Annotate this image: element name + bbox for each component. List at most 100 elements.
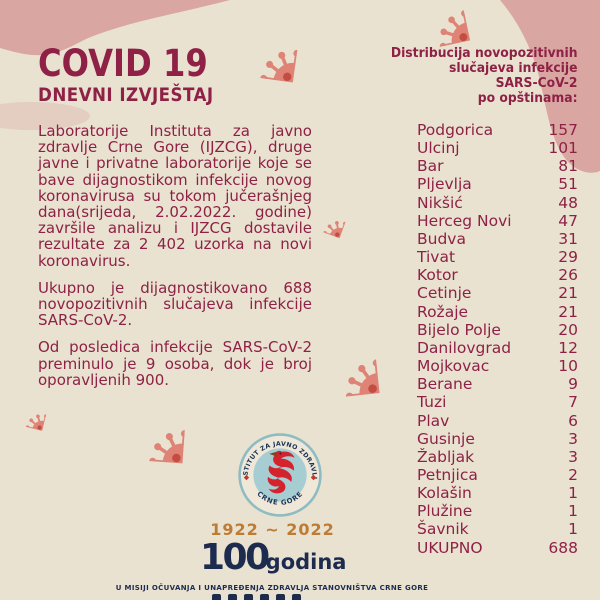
municipality-count: 157 [548,121,578,139]
municipality-row: Plav 6 [417,412,578,430]
municipality-row: Herceg Novi 47 [417,212,578,230]
centennial-number: 100 [200,537,270,578]
municipality-name: Tivat [417,248,456,267]
municipality-name: Plav [417,411,450,430]
municipality-count: 2 [568,465,578,484]
municipality-count: 7 [568,393,578,412]
social-icons-row [212,594,301,600]
municipality-row: Ulcinj 101 [417,139,578,157]
report-paragraph-3: Od posledica infekcije SARS-CoV-2 premin… [38,338,312,389]
distribution-heading-line: SARS-CoV-2 [496,76,578,91]
municipality-name: Rožaje [417,302,469,321]
municipality-row: Šavnik 1 [417,520,578,538]
municipality-count: 1 [568,484,578,503]
municipality-name: Budva [417,229,466,248]
municipality-name: Plužine [417,502,473,521]
logo-serpent-symbol [267,450,295,494]
municipality-count: 9 [568,375,578,394]
municipality-row: Žabljak 3 [417,448,578,466]
municipality-name: Gusinje [417,429,475,448]
municipality-count: 48 [558,193,578,212]
distribution-heading: Distribucija novopozitivnih slučajeva in… [391,46,578,106]
report-paragraph-2: Ukupno je dijagnostikovano 688 novopozit… [38,278,312,330]
municipality-count: 1 [568,502,578,521]
municipality-row: Nikšić 48 [417,194,578,212]
municipality-count: 3 [568,447,578,466]
municipality-row: Kolašin 1 [417,484,578,502]
municipality-name: Petnjica [417,465,478,484]
municipality-name: Nikšić [417,193,463,212]
social-icon [260,594,269,600]
municipality-list: Podgorica 157 Ulcinj 101 Bar 81 Pljevlja… [417,121,578,557]
municipality-count: 6 [568,411,578,430]
municipality-name: Danilovgrad [417,338,512,357]
municipality-count: 20 [558,320,578,339]
social-icon [244,594,253,600]
municipality-name: Cetinje [417,284,472,303]
municipality-row: Petnjica 2 [417,466,578,484]
municipality-row: Berane 9 [417,375,578,393]
centennial-years: 1922 ~ 2022 [210,520,335,539]
page-title: COVID 19 [38,42,208,85]
municipality-count: 3 [568,429,578,448]
municipality-row: Rožaje 21 [417,303,578,321]
distribution-heading-line: po opštinama: [478,91,578,106]
blob-top-right [500,0,600,173]
social-icon [212,594,221,600]
municipality-name: Ulcinj [417,139,460,158]
municipality-name: Pljevlja [417,175,472,194]
centennial-logo: 100godina [200,537,347,578]
municipality-count: 47 [558,211,578,230]
page-subtitle: DNEVNI IZVJEŠTAJ [38,84,214,106]
municipality-name: Herceg Novi [417,211,512,230]
social-icon [228,594,237,600]
municipality-name: Bar [417,157,444,176]
municipality-count: 101 [548,139,578,158]
virus-icon [223,3,302,82]
municipality-row: Plužine 1 [417,502,578,520]
municipality-row: Cetinje 21 [417,284,578,302]
municipality-row: Budva 31 [417,230,578,248]
municipality-row: Mojkovac 10 [417,357,578,375]
municipality-row: Pljevlja 51 [417,175,578,193]
report-text: Laboratorije Instituta za javno zdravlje… [38,123,312,399]
virus-icon [300,321,379,400]
municipality-count: 21 [558,284,578,303]
municipality-row: Gusinje 3 [417,430,578,448]
social-icon [276,594,285,600]
municipality-count: 21 [558,302,578,321]
municipality-row: Tivat 29 [417,248,578,266]
municipality-count: 81 [558,157,578,176]
municipality-row: Danilovgrad 12 [417,339,578,357]
municipality-count: 26 [558,266,578,285]
municipality-name: UKUPNO [417,538,483,557]
municipality-name: Šavnik [417,520,469,539]
municipality-row: UKUPNO 688 [417,539,578,557]
municipality-row: Tuzi 7 [417,393,578,411]
distribution-heading-line: Distribucija novopozitivnih [391,46,578,61]
municipality-name: Bijelo Polje [417,320,501,339]
municipality-count: 51 [558,175,578,194]
municipality-name: Žabljak [417,447,475,466]
municipality-count: 31 [558,229,578,248]
municipality-row: Bar 81 [417,157,578,175]
distribution-heading-line: slučajeva infekcije [449,61,578,76]
municipality-row: Kotor 26 [417,266,578,284]
municipality-count: 688 [548,538,578,557]
municipality-name: Kotor [417,266,458,285]
municipality-count: 29 [558,248,578,267]
municipality-count: 12 [558,338,578,357]
centennial-word: godina [265,550,347,574]
municipality-name: Tuzi [417,393,447,412]
institute-logo: INSTITUT ZA JAVNO ZDRAVLJE CRNE GORE [237,432,322,517]
blob-top-left [0,0,230,56]
municipality-row: Bijelo Polje 20 [417,321,578,339]
social-icon [292,594,301,600]
mission-statement: U MISIJI OČUVANJA I UNAPREĐENJA ZDRAVLJA… [115,584,429,592]
municipality-name: Kolašin [417,484,472,503]
municipality-row: Podgorica 157 [417,121,578,139]
report-paragraph-1: Laboratorije Instituta za javno zdravlje… [38,122,312,270]
municipality-name: Mojkovac [417,357,490,376]
